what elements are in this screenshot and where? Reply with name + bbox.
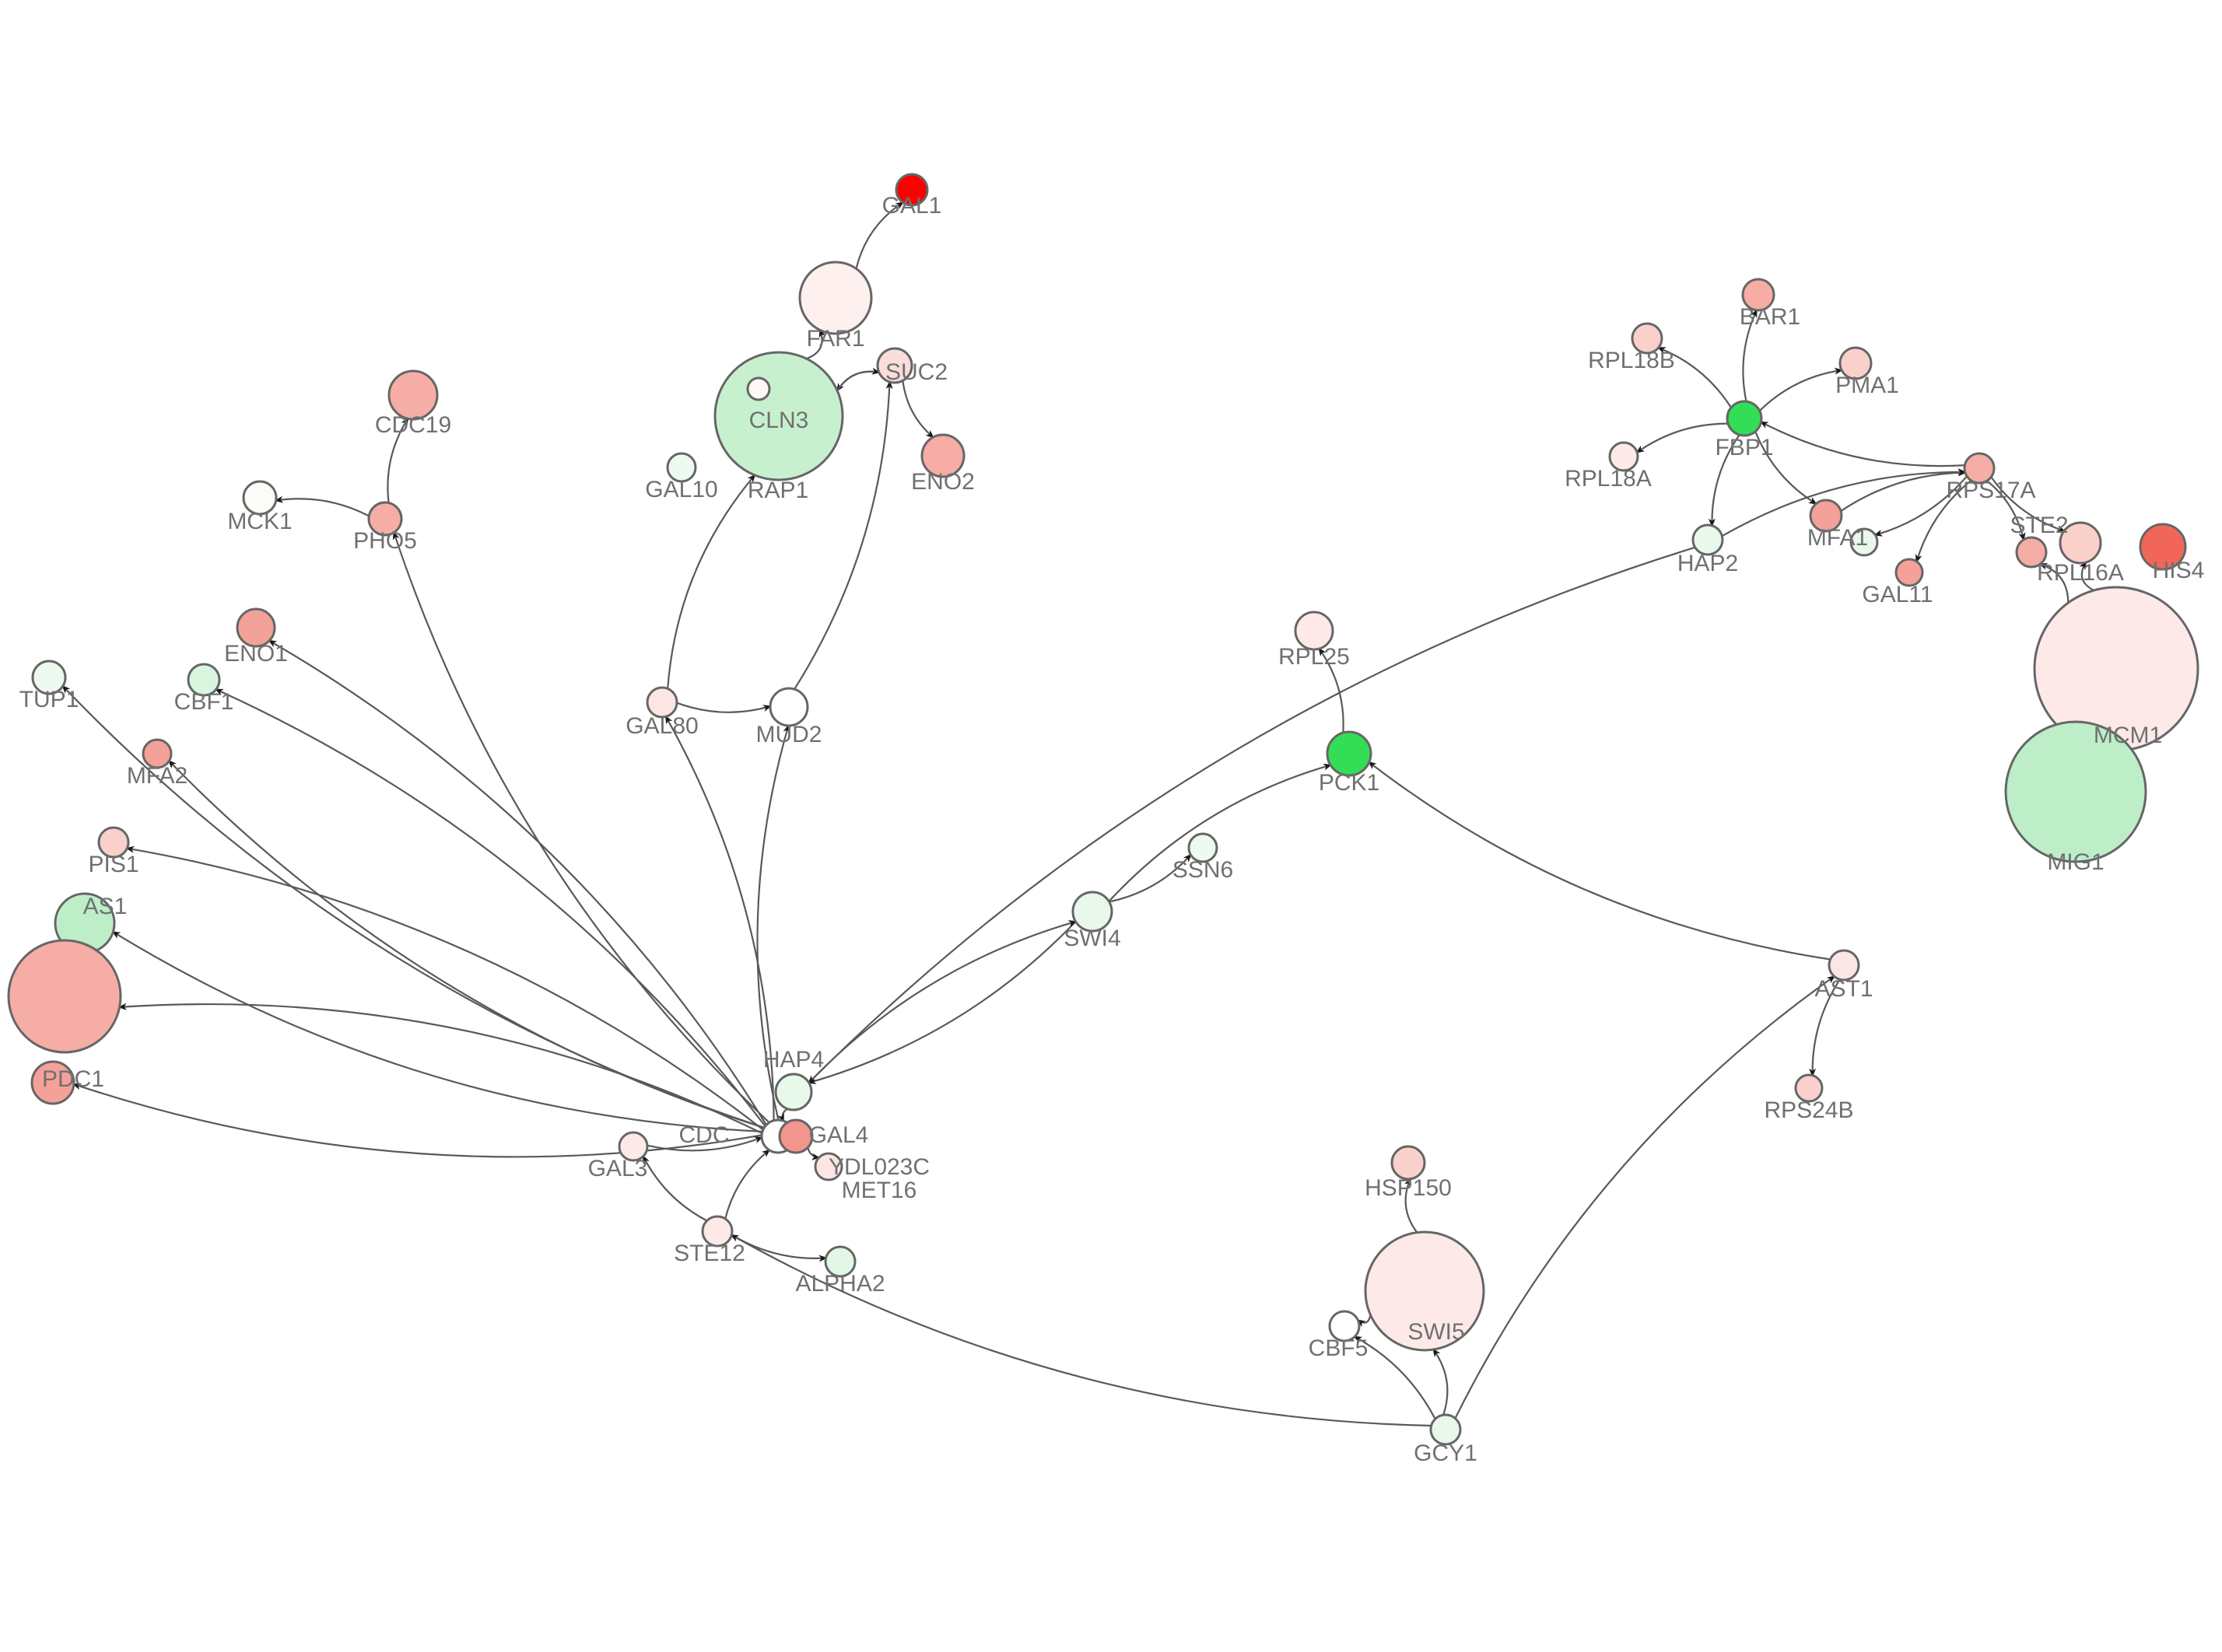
svg-text:PIS1: PIS1 [88,852,138,877]
svg-text:RPL25: RPL25 [1278,644,1350,670]
svg-text:RPS17A: RPS17A [1946,478,2035,503]
svg-text:SUC2: SUC2 [885,359,948,385]
svg-text:MCK1: MCK1 [227,509,292,534]
svg-text:HAP2: HAP2 [1677,551,1738,576]
svg-text:TUP1: TUP1 [19,687,79,712]
svg-text:MET16: MET16 [842,1178,917,1203]
svg-text:GAL1: GAL1 [882,193,942,219]
svg-text:PHO5: PHO5 [353,528,417,554]
svg-text:CBF5: CBF5 [1309,1335,1369,1361]
svg-text:MUD2: MUD2 [755,722,822,747]
svg-text:PDC1: PDC1 [42,1066,104,1092]
svg-text:RPL18B: RPL18B [1588,348,1675,373]
svg-text:GCY1: GCY1 [1414,1440,1477,1466]
svg-text:ENO2: ENO2 [911,469,975,495]
svg-text:AST1: AST1 [1814,976,1873,1002]
svg-text:GAL11: GAL11 [1862,582,1933,607]
svg-text:GAL4: GAL4 [809,1122,869,1148]
svg-text:MCM1: MCM1 [2094,723,2162,748]
svg-text:GAL3: GAL3 [588,1156,648,1181]
svg-text:PCK1: PCK1 [1319,770,1379,796]
svg-text:FBP1: FBP1 [1715,435,1773,460]
svg-text:CBF1: CBF1 [174,689,234,715]
svg-text:HSP150: HSP150 [1365,1175,1452,1201]
svg-text:GAL80: GAL80 [626,713,698,739]
svg-text:SWI5: SWI5 [1407,1319,1464,1345]
svg-text:SWI4: SWI4 [1064,926,1120,951]
svg-text:CDC: CDC [679,1122,730,1148]
svg-text:CLN3: CLN3 [749,408,809,433]
svg-text:SSN6: SSN6 [1172,857,1233,883]
svg-text:GAL10: GAL10 [645,477,717,502]
svg-text:MFA1: MFA1 [1807,525,1868,551]
svg-text:STE12: STE12 [674,1241,745,1266]
svg-text:RPL18A: RPL18A [1565,466,1652,492]
svg-text:ALPHA2: ALPHA2 [795,1271,885,1297]
svg-text:ENO1: ENO1 [224,641,288,667]
svg-text:MFA2: MFA2 [127,763,188,789]
svg-text:BAR1: BAR1 [1740,304,1800,330]
svg-text:AS1: AS1 [83,894,128,919]
svg-text:HIS4: HIS4 [2153,558,2205,583]
svg-text:RPS24B: RPS24B [1764,1097,1853,1123]
svg-text:CDC19: CDC19 [375,412,451,438]
svg-text:HAP4: HAP4 [763,1047,824,1073]
svg-text:FAR1: FAR1 [806,326,864,352]
svg-text:YDL023C: YDL023C [829,1154,930,1180]
svg-text:RPL16A: RPL16A [2037,560,2124,586]
svg-text:MIG1: MIG1 [2047,849,2104,875]
svg-text:STE2: STE2 [2010,513,2068,538]
svg-text:PMA1: PMA1 [1835,373,1899,398]
svg-text:RAP1: RAP1 [748,478,808,503]
